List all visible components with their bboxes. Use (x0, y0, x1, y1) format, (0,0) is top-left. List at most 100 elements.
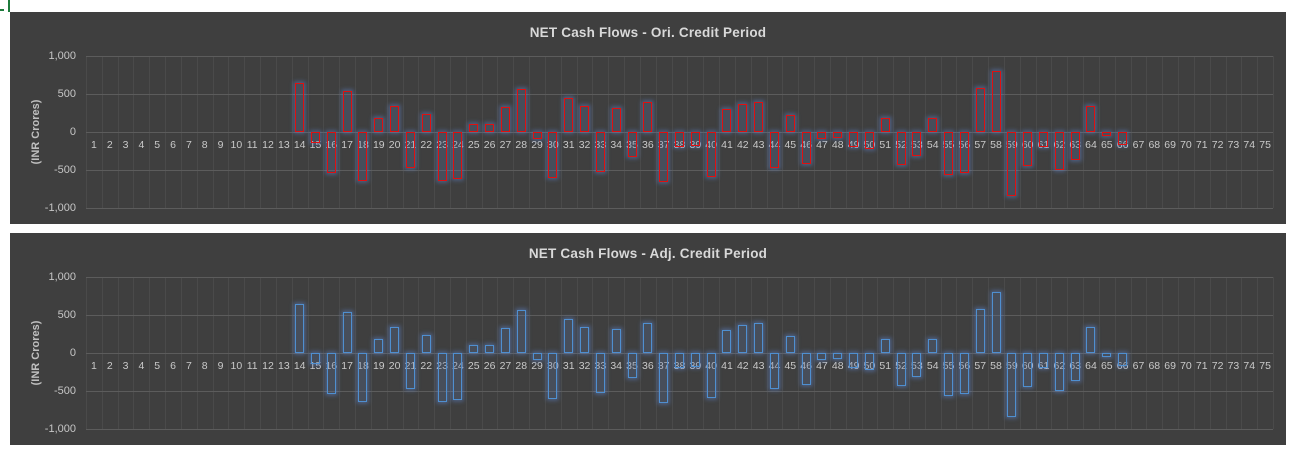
bar-period-36[interactable] (643, 102, 653, 132)
bar-period-65[interactable] (1102, 132, 1112, 137)
bar-period-43[interactable] (754, 323, 764, 353)
bar-period-44[interactable] (769, 353, 779, 389)
bar-period-56[interactable] (959, 132, 969, 174)
bar-period-65[interactable] (1102, 353, 1112, 358)
chart-title[interactable]: NET Cash Flows - Ori. Credit Period (529, 25, 767, 40)
bar-period-32[interactable] (580, 106, 590, 132)
bar-period-16[interactable] (326, 353, 336, 394)
bar-period-29[interactable] (532, 353, 542, 360)
bar-period-47[interactable] (817, 132, 827, 140)
bar-period-59[interactable] (1007, 132, 1017, 196)
bar-period-40[interactable] (706, 132, 716, 177)
bar-period-32[interactable] (580, 327, 590, 353)
bar-period-21[interactable] (405, 132, 415, 168)
bar-period-58[interactable] (991, 292, 1001, 353)
bar-period-19[interactable] (374, 338, 384, 353)
bar-period-53[interactable] (912, 353, 922, 377)
bar-period-51[interactable] (880, 117, 890, 132)
bar-period-31[interactable] (564, 97, 574, 132)
bar-period-42[interactable] (738, 103, 748, 132)
bar-period-33[interactable] (595, 353, 605, 394)
bar-period-39[interactable] (690, 353, 700, 367)
bar-period-45[interactable] (785, 336, 795, 353)
bar-period-20[interactable] (390, 327, 400, 353)
bar-period-52[interactable] (896, 353, 906, 387)
chart-ori-credit-period[interactable]: NET Cash Flows - Ori. Credit Period (INR… (10, 12, 1286, 224)
bar-period-15[interactable] (310, 132, 320, 144)
bar-period-38[interactable] (675, 353, 684, 369)
bar-period-41[interactable] (722, 330, 732, 353)
bar-period-24[interactable] (453, 353, 463, 401)
bar-period-34[interactable] (611, 328, 621, 353)
bar-period-14[interactable] (295, 304, 305, 353)
bar-period-14[interactable] (295, 83, 305, 132)
bar-period-17[interactable] (342, 312, 352, 353)
chart-adj-credit-period[interactable]: NET Cash Flows - Adj. Credit Period (INR… (10, 233, 1286, 445)
bar-period-50[interactable] (864, 353, 874, 370)
bar-period-25[interactable] (469, 123, 479, 132)
bar-period-23[interactable] (437, 132, 447, 182)
bar-period-26[interactable] (485, 124, 495, 132)
bar-period-53[interactable] (912, 132, 922, 156)
bar-period-22[interactable] (421, 113, 431, 132)
bar-period-23[interactable] (437, 353, 447, 403)
chart-title[interactable]: NET Cash Flows - Adj. Credit Period (528, 246, 768, 261)
bar-period-45[interactable] (785, 115, 795, 132)
bar-period-46[interactable] (801, 353, 811, 385)
bar-period-16[interactable] (326, 132, 336, 173)
bar-period-59[interactable] (1007, 353, 1017, 417)
bar-period-17[interactable] (342, 91, 352, 132)
bar-period-26[interactable] (485, 345, 495, 353)
bar-period-15[interactable] (310, 353, 320, 365)
bar-period-38[interactable] (675, 132, 684, 148)
bar-period-35[interactable] (627, 132, 637, 158)
bar-period-39[interactable] (690, 132, 700, 146)
bar-period-43[interactable] (754, 102, 764, 132)
bar-period-28[interactable] (516, 88, 526, 132)
bar-period-56[interactable] (959, 353, 969, 395)
bar-period-36[interactable] (643, 323, 653, 353)
bar-period-37[interactable] (659, 132, 669, 183)
bar-period-47[interactable] (817, 353, 827, 361)
bar-period-66[interactable] (1118, 132, 1128, 145)
bar-period-28[interactable] (516, 309, 526, 353)
bar-period-24[interactable] (453, 132, 463, 180)
bar-period-54[interactable] (928, 338, 938, 353)
bar-period-60[interactable] (1023, 132, 1033, 167)
bar-period-66[interactable] (1118, 353, 1128, 366)
bar-period-31[interactable] (564, 318, 574, 353)
bar-period-46[interactable] (801, 132, 811, 164)
bar-period-41[interactable] (722, 109, 732, 132)
bar-period-21[interactable] (405, 353, 415, 389)
bar-period-64[interactable] (1086, 106, 1096, 132)
bar-period-30[interactable] (548, 132, 558, 178)
bar-period-22[interactable] (421, 334, 431, 353)
bar-period-25[interactable] (469, 344, 479, 353)
bar-period-63[interactable] (1070, 353, 1080, 382)
bar-period-19[interactable] (374, 117, 384, 132)
bar-period-18[interactable] (358, 353, 368, 402)
bar-period-49[interactable] (849, 353, 859, 369)
bar-period-29[interactable] (532, 132, 542, 139)
bar-period-37[interactable] (659, 353, 669, 404)
bar-period-61[interactable] (1039, 132, 1048, 148)
bar-period-30[interactable] (548, 353, 558, 399)
bar-period-42[interactable] (738, 324, 748, 353)
bar-period-18[interactable] (358, 132, 368, 181)
bar-period-34[interactable] (611, 107, 621, 132)
bar-period-48[interactable] (833, 132, 843, 138)
bar-period-61[interactable] (1039, 353, 1048, 369)
bar-period-62[interactable] (1054, 353, 1064, 391)
bar-period-60[interactable] (1023, 353, 1033, 388)
bar-period-33[interactable] (595, 132, 605, 173)
bar-period-50[interactable] (864, 132, 874, 149)
bar-period-62[interactable] (1054, 132, 1064, 170)
bar-period-51[interactable] (880, 338, 890, 353)
bar-period-49[interactable] (849, 132, 859, 148)
bar-period-27[interactable] (500, 106, 510, 132)
bar-period-64[interactable] (1086, 327, 1096, 353)
bar-period-35[interactable] (627, 353, 637, 379)
bar-period-52[interactable] (896, 132, 906, 166)
bar-period-27[interactable] (500, 327, 510, 353)
bar-period-55[interactable] (944, 132, 954, 176)
